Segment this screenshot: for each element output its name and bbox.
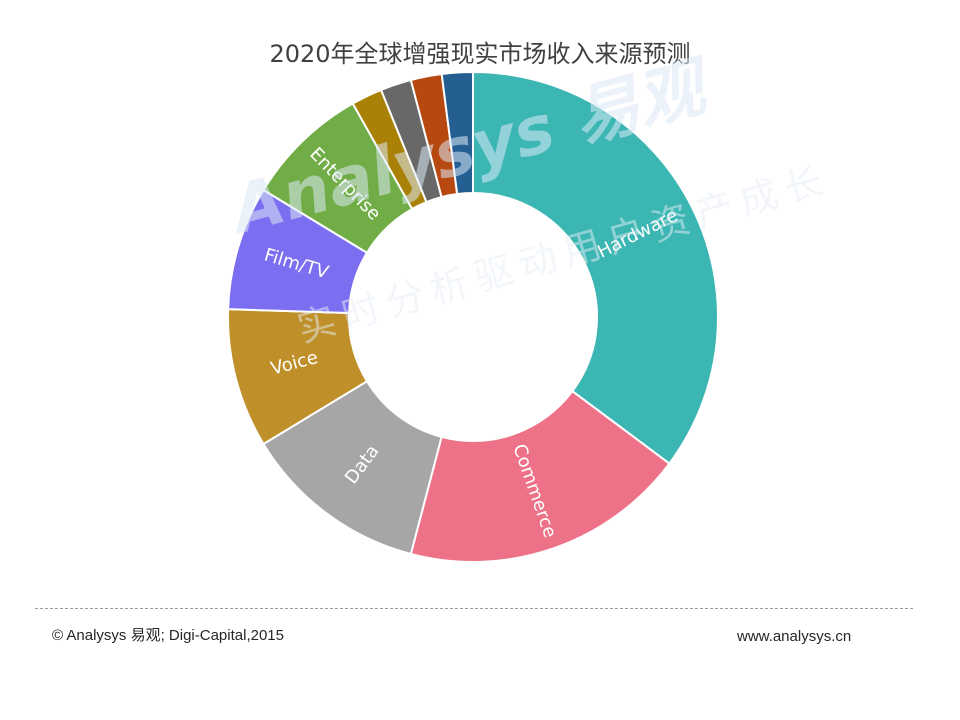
website-link[interactable]: www.analysys.cn	[737, 628, 852, 645]
source-note: © Analysys 易观; Digi-Capital,2015	[52, 627, 284, 644]
slice-commerce	[409, 389, 671, 563]
chart-title: 2020年全球增强现实市场收入来源预测	[269, 40, 691, 68]
footer-divider	[35, 608, 913, 609]
donut-slices	[227, 70, 719, 563]
slice-hardware	[472, 70, 719, 465]
slice-minor-9	[440, 70, 474, 196]
